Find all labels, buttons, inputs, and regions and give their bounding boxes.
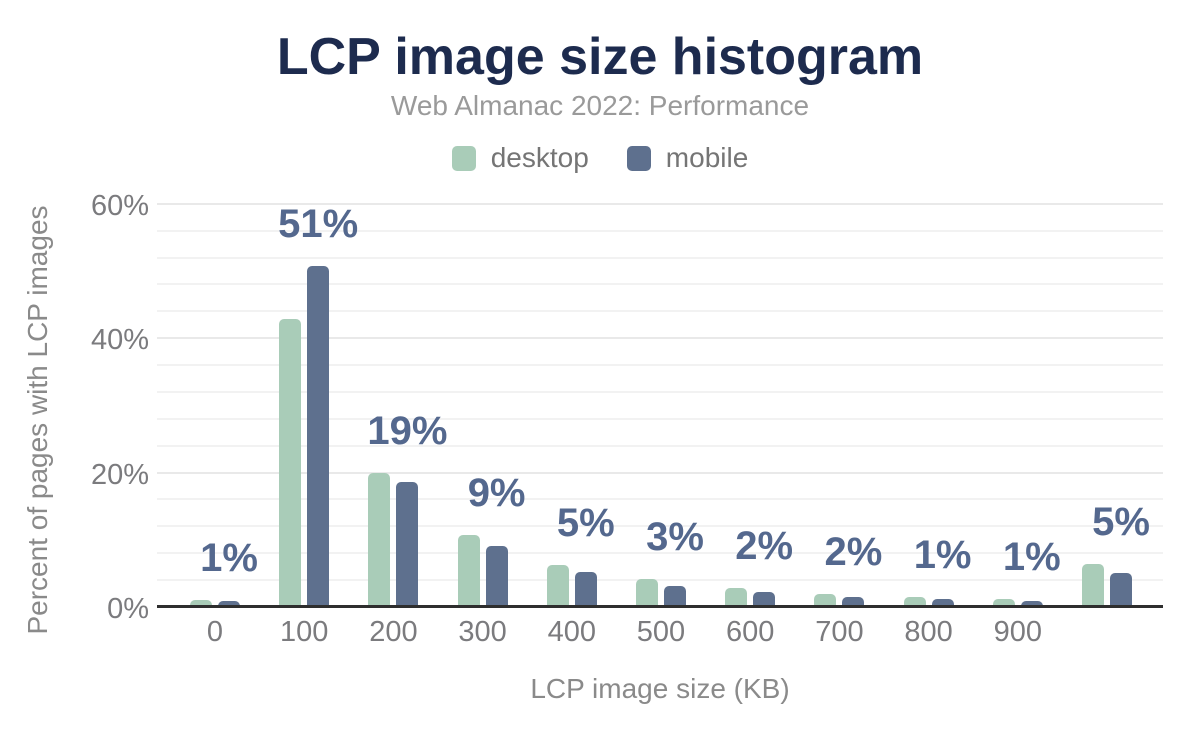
x-tick-label: 0 xyxy=(206,616,224,648)
x-tick-label: 500 xyxy=(636,616,686,648)
y-tick-label: 0% xyxy=(107,593,149,625)
bar-desktop-0[interactable] xyxy=(190,600,212,606)
bar-desktop-900[interactable] xyxy=(992,598,1015,606)
legend-swatch-mobile xyxy=(626,145,651,171)
minor-gridline xyxy=(157,417,1163,420)
bar-value-label: 5% xyxy=(556,500,615,545)
bar-desktop-800[interactable] xyxy=(903,596,926,606)
x-tick-label: 900 xyxy=(993,616,1042,648)
bar-mobile-400[interactable] xyxy=(574,572,597,606)
bar-mobile-800[interactable] xyxy=(931,598,954,606)
x-tick-label: 400 xyxy=(547,616,596,648)
y-axis-title: Percent of pages with LCP images xyxy=(22,205,53,635)
bar-mobile-500[interactable] xyxy=(664,586,686,606)
minor-gridline xyxy=(157,256,1163,259)
bar-mobile-200[interactable] xyxy=(396,482,419,606)
x-tick-label: 100 xyxy=(279,616,329,648)
bar-value-label: 1% xyxy=(1002,534,1061,579)
bar-value-label: 3% xyxy=(646,515,704,560)
major-gridline xyxy=(157,202,1163,205)
minor-gridline xyxy=(157,498,1163,501)
bar-value-label: 1% xyxy=(913,532,972,577)
chart-title: LCP image size histogram xyxy=(276,28,924,86)
x-tick-label: 300 xyxy=(458,616,507,648)
major-gridline xyxy=(157,337,1163,340)
bar-desktop-700[interactable] xyxy=(814,594,837,606)
bar-mobile-last[interactable] xyxy=(1110,572,1132,606)
legend: desktop mobile xyxy=(0,142,1200,174)
bar-mobile-300[interactable] xyxy=(485,545,508,606)
bar-desktop-300[interactable] xyxy=(457,535,480,606)
minor-gridline xyxy=(157,364,1163,367)
minor-gridline xyxy=(157,310,1163,313)
bar-value-label: 2% xyxy=(824,530,883,575)
minor-gridline xyxy=(157,283,1163,286)
minor-gridline xyxy=(157,390,1163,393)
bar-mobile-600[interactable] xyxy=(753,591,776,606)
y-tick-label: 40% xyxy=(90,324,149,357)
x-axis-line xyxy=(157,605,1163,608)
minor-gridline xyxy=(157,229,1163,232)
bar-mobile-900[interactable] xyxy=(1020,600,1043,606)
y-tick-label: 60% xyxy=(90,189,149,222)
legend-label-desktop: desktop xyxy=(490,142,589,173)
legend-label-mobile: mobile xyxy=(665,142,749,173)
x-tick-label: 200 xyxy=(369,616,418,648)
minor-gridline xyxy=(157,525,1163,528)
x-tick-label: 700 xyxy=(815,616,864,648)
bar-desktop-500[interactable] xyxy=(636,579,658,606)
x-axis-title: LCP image size (KB) xyxy=(530,673,790,704)
y-tick-label: 20% xyxy=(90,458,149,491)
bar-desktop-100[interactable] xyxy=(279,318,302,606)
minor-gridline xyxy=(157,444,1163,447)
bar-desktop-600[interactable] xyxy=(725,587,748,606)
minor-gridline xyxy=(157,552,1163,555)
bar-value-label: 5% xyxy=(1092,499,1150,544)
x-tick-label: 600 xyxy=(725,616,775,648)
bar-value-label: 2% xyxy=(735,523,794,568)
bar-value-label: 19% xyxy=(367,408,448,453)
bar-desktop-200[interactable] xyxy=(368,472,391,606)
bar-desktop-400[interactable] xyxy=(546,564,569,606)
bar-mobile-100[interactable] xyxy=(307,266,330,606)
bar-value-label: 9% xyxy=(467,471,526,516)
legend-swatch-desktop xyxy=(451,145,476,171)
bar-desktop-last[interactable] xyxy=(1082,563,1104,606)
bar-value-label: 51% xyxy=(278,202,359,247)
major-gridline xyxy=(157,471,1163,474)
x-tick-label: 800 xyxy=(904,616,953,648)
legend-item-desktop[interactable]: desktop xyxy=(451,142,589,174)
legend-item-mobile[interactable]: mobile xyxy=(626,142,749,174)
bar-mobile-0[interactable] xyxy=(218,600,240,606)
bar-value-label: 1% xyxy=(200,536,258,581)
bar-mobile-700[interactable] xyxy=(842,596,865,606)
chart-subtitle: Web Almanac 2022: Performance xyxy=(390,90,810,121)
minor-gridline xyxy=(157,579,1163,582)
